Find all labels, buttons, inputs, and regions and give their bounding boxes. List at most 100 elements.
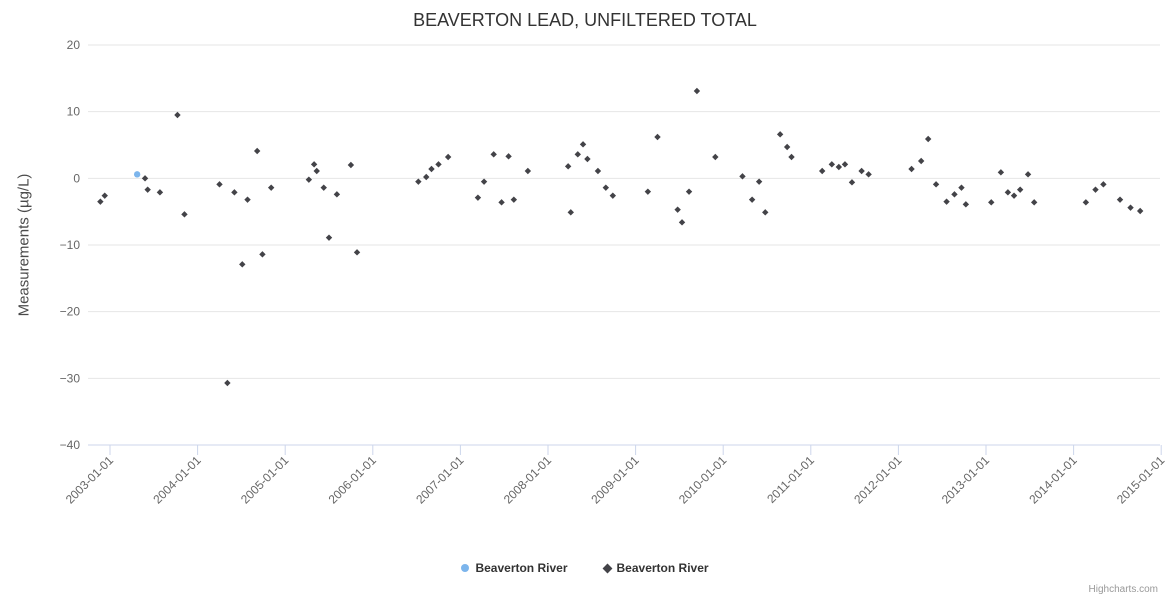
data-point[interactable] [654, 133, 661, 141]
legend-item-beaverton-river-circle[interactable]: Beaverton River [461, 561, 568, 575]
data-point[interactable] [951, 191, 958, 198]
data-point[interactable] [1010, 192, 1018, 199]
data-point[interactable] [253, 147, 261, 155]
data-point[interactable] [320, 184, 327, 191]
data-point[interactable] [584, 155, 591, 163]
data-point[interactable] [1127, 204, 1134, 211]
legend: Beaverton River Beaverton River [0, 561, 1170, 575]
data-point[interactable] [908, 165, 915, 173]
data-point[interactable] [305, 176, 313, 183]
data-point[interactable] [776, 131, 784, 138]
data-point[interactable] [1100, 181, 1107, 188]
x-tick-label: 2010-01-01 [676, 453, 730, 507]
data-point[interactable] [480, 178, 488, 185]
data-point[interactable] [231, 189, 238, 196]
data-point[interactable] [498, 199, 505, 206]
data-point[interactable] [594, 167, 602, 175]
data-point[interactable] [101, 192, 108, 199]
data-point[interactable] [444, 153, 452, 161]
x-tick-label: 2007-01-01 [413, 453, 467, 507]
data-point[interactable] [505, 153, 512, 160]
data-point[interactable] [579, 141, 587, 148]
data-point[interactable] [353, 249, 361, 256]
data-point[interactable] [943, 198, 950, 205]
data-point[interactable] [435, 161, 442, 168]
data-point[interactable] [259, 251, 266, 258]
data-point[interactable] [788, 153, 795, 161]
data-point[interactable] [818, 167, 826, 175]
data-point[interactable] [1004, 189, 1012, 196]
data-point[interactable] [313, 167, 320, 175]
data-point[interactable] [828, 161, 836, 168]
data-point[interactable] [310, 161, 318, 168]
data-point[interactable] [564, 163, 572, 170]
y-tick-label: −40 [60, 438, 81, 452]
data-point[interactable] [181, 211, 188, 218]
data-point[interactable] [1116, 196, 1124, 203]
data-point[interactable] [848, 179, 856, 186]
data-point[interactable] [224, 379, 231, 387]
data-point[interactable] [1024, 171, 1032, 178]
data-point[interactable] [958, 184, 965, 191]
data-point[interactable] [239, 261, 246, 268]
data-point[interactable] [609, 192, 617, 199]
data-point[interactable] [924, 135, 932, 143]
data-point[interactable] [325, 234, 333, 241]
data-point[interactable] [644, 188, 652, 195]
data-point[interactable] [267, 184, 275, 191]
data-point[interactable] [574, 151, 581, 158]
data-point[interactable] [490, 151, 497, 158]
data-point[interactable] [678, 219, 686, 226]
data-point[interactable] [835, 163, 843, 171]
legend-item-beaverton-river-diamond[interactable]: Beaverton River [602, 561, 709, 575]
data-point[interactable] [755, 178, 763, 185]
highcharts-credits-link[interactable]: Highcharts.com [1088, 584, 1158, 595]
data-point[interactable] [474, 194, 482, 201]
data-point[interactable] [693, 87, 701, 95]
data-point[interactable] [1136, 207, 1144, 215]
diamond-marker-icon [602, 563, 612, 573]
data-point[interactable] [567, 209, 574, 216]
data-point[interactable] [1092, 186, 1099, 193]
data-point[interactable] [156, 189, 164, 196]
data-point[interactable] [748, 196, 756, 203]
data-point[interactable] [174, 111, 181, 119]
data-point[interactable] [739, 173, 746, 180]
data-point[interactable] [712, 153, 719, 161]
data-point[interactable] [524, 167, 532, 175]
data-point[interactable] [865, 171, 872, 178]
data-point[interactable] [216, 181, 223, 188]
y-tick-label: 0 [73, 171, 80, 185]
data-point[interactable] [415, 178, 422, 185]
data-point[interactable] [962, 201, 970, 208]
data-point[interactable] [141, 175, 149, 182]
data-point[interactable] [244, 196, 251, 203]
data-point[interactable] [932, 181, 940, 188]
data-point[interactable] [1082, 199, 1090, 206]
data-point[interactable] [333, 191, 341, 198]
data-point[interactable] [841, 161, 849, 168]
data-point[interactable] [1016, 186, 1024, 193]
data-point[interactable] [97, 198, 104, 205]
data-point[interactable] [144, 186, 151, 193]
x-tick-label: 2014-01-01 [1026, 453, 1080, 507]
data-point[interactable] [674, 206, 681, 213]
data-point[interactable] [988, 199, 995, 206]
data-point[interactable] [423, 173, 430, 181]
data-point[interactable] [762, 209, 769, 216]
data-point[interactable] [602, 184, 610, 191]
data-point[interactable] [133, 171, 141, 178]
data-point[interactable] [917, 157, 925, 165]
data-point[interactable] [347, 161, 355, 169]
data-point[interactable] [685, 188, 693, 195]
data-point[interactable] [428, 165, 435, 173]
data-point[interactable] [858, 167, 865, 175]
x-tick-label: 2013-01-01 [939, 453, 993, 507]
data-point[interactable] [783, 143, 791, 151]
y-tick-label: 10 [67, 105, 81, 119]
data-point[interactable] [997, 169, 1005, 176]
data-point[interactable] [510, 196, 518, 203]
data-point[interactable] [1030, 199, 1038, 206]
